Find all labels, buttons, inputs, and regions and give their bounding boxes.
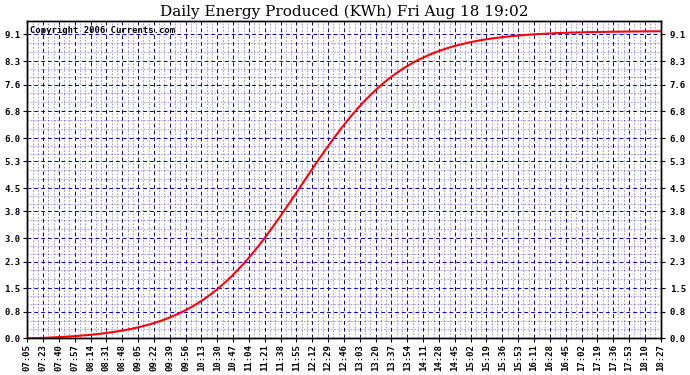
- Text: Copyright 2006 Currents.com: Copyright 2006 Currents.com: [30, 26, 175, 35]
- Title: Daily Energy Produced (KWh) Fri Aug 18 19:02: Daily Energy Produced (KWh) Fri Aug 18 1…: [159, 4, 529, 18]
